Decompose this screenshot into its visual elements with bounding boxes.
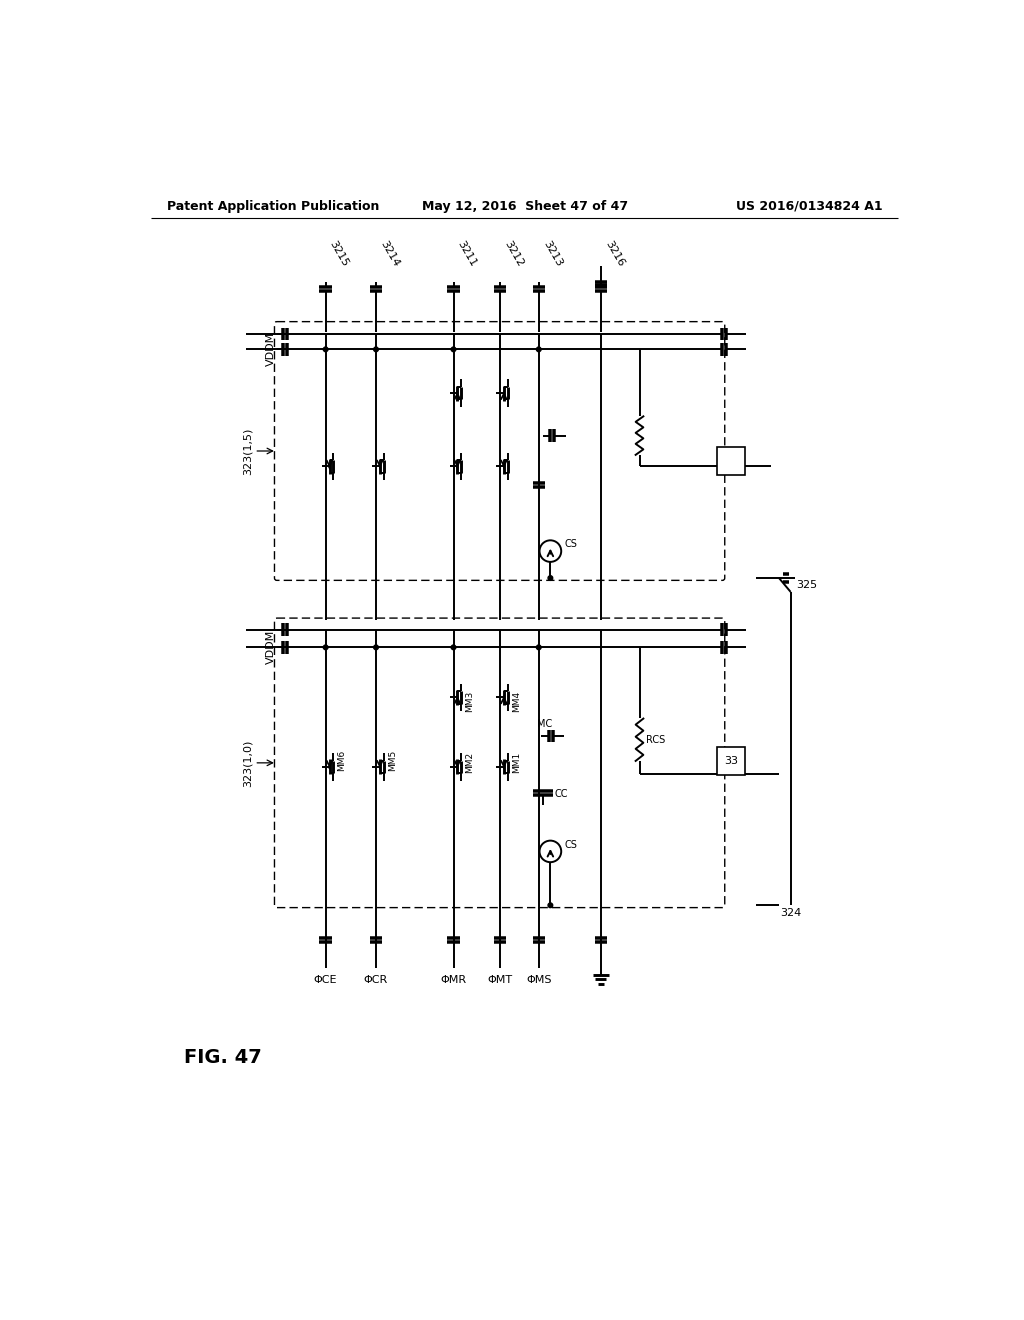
Circle shape <box>548 903 553 908</box>
Text: CS: CS <box>564 840 578 850</box>
Text: 3213: 3213 <box>541 239 564 268</box>
Text: 33: 33 <box>724 756 738 767</box>
Text: 325: 325 <box>796 581 817 590</box>
Bar <box>717 447 744 475</box>
Text: RCS: RCS <box>646 735 665 744</box>
Circle shape <box>537 347 541 351</box>
Text: 3211: 3211 <box>456 239 478 268</box>
Circle shape <box>324 645 328 649</box>
Text: FIG. 47: FIG. 47 <box>183 1048 261 1067</box>
Circle shape <box>452 347 456 351</box>
Text: CC: CC <box>554 788 567 799</box>
Text: MC: MC <box>538 718 553 729</box>
Text: Patent Application Publication: Patent Application Publication <box>167 199 379 213</box>
Circle shape <box>374 347 378 351</box>
Text: MM1: MM1 <box>512 752 520 774</box>
Text: ΦCE: ΦCE <box>314 974 337 985</box>
Circle shape <box>452 645 456 649</box>
Text: US 2016/0134824 A1: US 2016/0134824 A1 <box>736 199 883 213</box>
Text: ΦCR: ΦCR <box>364 974 388 985</box>
Text: MM3: MM3 <box>465 690 474 711</box>
Text: 3214: 3214 <box>378 239 401 269</box>
Text: 3216: 3216 <box>603 239 626 268</box>
Text: 3215: 3215 <box>328 239 350 268</box>
Circle shape <box>324 347 328 351</box>
Text: 323(1,5): 323(1,5) <box>243 428 253 475</box>
Circle shape <box>548 576 553 581</box>
Circle shape <box>537 645 541 649</box>
Circle shape <box>374 645 378 649</box>
Text: MM4: MM4 <box>512 690 520 711</box>
Text: MM6: MM6 <box>337 750 346 771</box>
Text: CS: CS <box>564 540 578 549</box>
Bar <box>717 747 744 775</box>
Text: MM5: MM5 <box>388 750 396 771</box>
Text: 324: 324 <box>780 908 802 917</box>
Text: 3212: 3212 <box>503 239 525 269</box>
Text: ΦMT: ΦMT <box>487 974 513 985</box>
Text: VDDM: VDDM <box>266 333 275 367</box>
Text: May 12, 2016  Sheet 47 of 47: May 12, 2016 Sheet 47 of 47 <box>422 199 628 213</box>
Text: ΦMS: ΦMS <box>526 974 552 985</box>
Text: VDDM: VDDM <box>266 630 275 664</box>
Text: MM2: MM2 <box>465 752 474 774</box>
Text: ΦMR: ΦMR <box>440 974 467 985</box>
Text: 323(1,0): 323(1,0) <box>243 739 253 787</box>
